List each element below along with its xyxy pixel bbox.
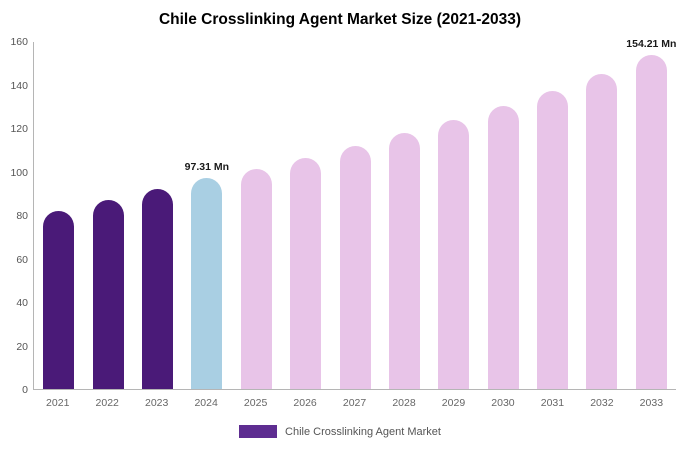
bar-column-2033: 154.21 Mn [626,38,676,389]
bar-2029 [438,120,470,389]
x-tick-label-2023: 2023 [144,397,169,409]
bar-2022 [92,199,124,389]
legend: Chile Crosslinking Agent Market [0,425,680,438]
legend-swatch [239,425,278,438]
x-tick-label-2027: 2027 [342,397,367,409]
x-tick-label-2024: 2024 [194,397,218,409]
bar-column-2023 [133,42,182,389]
x-tick-label-2033: 2033 [639,397,664,409]
bar-column-2029 [429,42,478,389]
y-tick-label: 120 [10,123,28,135]
legend-label: Chile Crosslinking Agent Market [285,425,441,438]
bar-column-2021 [34,42,83,389]
bar-column-2030 [479,42,528,389]
bar-2025 [240,168,272,389]
bar-2032 [586,73,618,389]
bar-2030 [487,105,519,389]
y-tick-label: 100 [10,166,28,179]
bar-value-label-2033: 154.21 Mn [626,37,677,50]
plot-area: 97.31 Mn 154.21 Mn [33,38,676,390]
bar-2026 [290,158,322,389]
chart-title: Chile Crosslinking Agent Market Size (20… [158,11,522,28]
x-tick-label-2026: 2026 [293,397,317,409]
bar-column-2024: 97.31 Mn [182,42,231,389]
y-axis: 0 20 40 60 80 100 120 140 160 [0,36,28,396]
x-tick-label-2030: 2030 [491,397,515,409]
x-tick-label-2032: 2032 [590,397,614,409]
x-tick-label-2028: 2028 [392,397,416,409]
x-tick-label-2025: 2025 [243,397,268,409]
bar-2023 [141,189,173,389]
bar-2024: 97.31 Mn [185,161,229,389]
y-tick-label: 140 [10,79,28,92]
y-tick-label: 60 [16,253,28,266]
bar-column-2032 [577,42,626,389]
x-tick-label-2021: 2021 [46,397,70,409]
bar-column-2028 [380,42,429,389]
bar-2021 [43,210,75,389]
y-tick-label: 80 [16,210,28,222]
x-axis-labels: 2021 2022 2023 2024 2025 2026 2027 2028 2029 2030… [33,397,676,409]
bar-column-2027 [330,42,379,389]
x-tick-label-2029: 2029 [441,397,466,409]
bar-2027 [339,146,371,389]
y-tick-label: 0 [22,384,28,396]
y-tick-label: 160 [10,36,28,48]
x-tick-label-2022: 2022 [95,397,119,409]
bar-2031 [537,90,569,389]
bar-column-2025 [232,42,281,389]
x-tick-label-2031: 2031 [540,397,565,409]
bar-2033: 154.21 Mn [626,38,676,389]
bar-value-label-2024: 97.31 Mn [184,160,230,173]
bar-column-2022 [83,42,132,389]
y-tick-label: 40 [16,297,28,309]
bar-2028 [388,133,420,389]
bar-column-2031 [528,42,577,389]
bar-column-2026 [281,42,330,389]
y-tick-label: 20 [16,340,28,353]
